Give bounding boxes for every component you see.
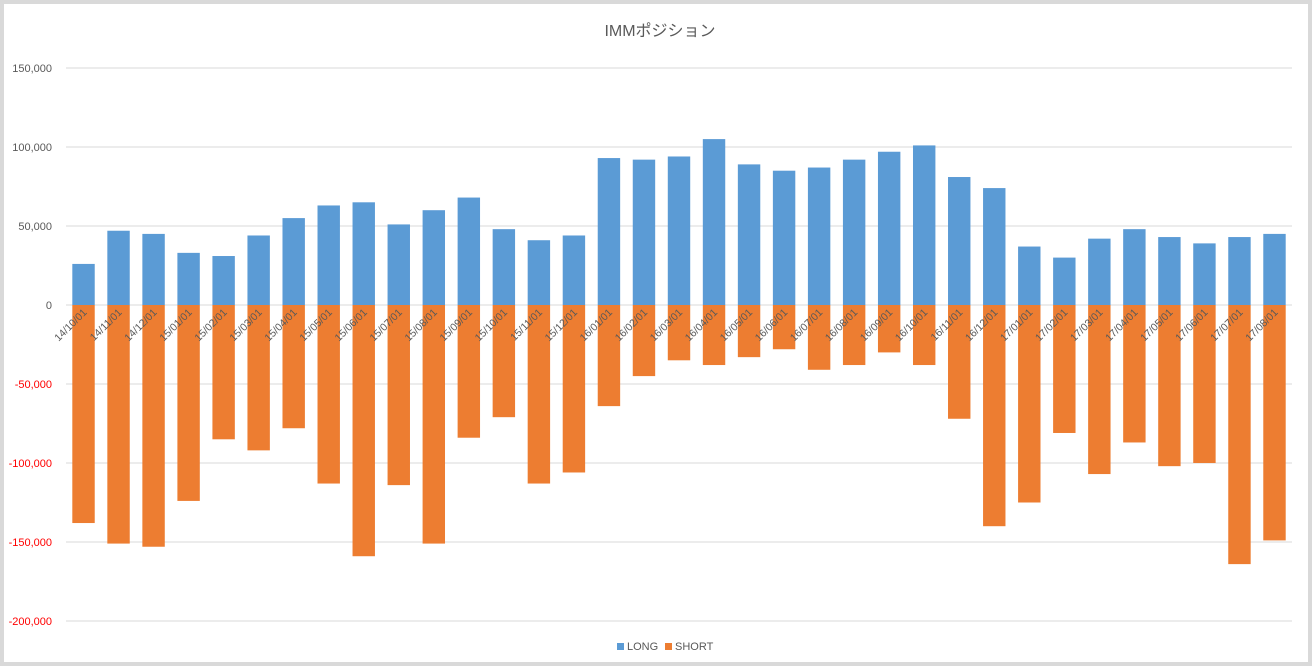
bar-short <box>877 305 901 353</box>
bar-short <box>177 305 200 501</box>
legend-swatch-short <box>665 643 672 650</box>
bar-short <box>807 305 831 370</box>
bar-short <box>1263 305 1286 541</box>
y-tick-label: -150,000 <box>9 537 52 549</box>
bar-long <box>1018 246 1041 305</box>
bar-long <box>212 256 235 305</box>
bar-short <box>317 305 340 484</box>
bar-short <box>983 305 1006 527</box>
bar-short <box>597 305 621 407</box>
bar-short <box>948 305 971 419</box>
y-tick-label: -100,000 <box>9 458 52 470</box>
bar-short <box>247 305 270 451</box>
bar-long <box>142 233 165 305</box>
bar-long <box>282 218 305 305</box>
bar-short <box>422 305 446 544</box>
bar-short <box>107 305 130 544</box>
bar-long <box>912 145 936 305</box>
bar-short <box>1018 305 1041 503</box>
bar-short <box>1123 305 1146 443</box>
bar-short <box>352 305 375 557</box>
bar-short <box>142 305 165 547</box>
bar-long <box>492 229 516 305</box>
bar-long <box>842 159 866 305</box>
bar-long <box>772 170 796 305</box>
bar-long <box>948 177 971 305</box>
bar-short <box>667 305 691 361</box>
bar-short <box>72 305 95 524</box>
bar-long <box>562 235 586 305</box>
chart-title: IMMポジション <box>604 22 715 40</box>
bar-short <box>457 305 481 438</box>
bar-short <box>842 305 866 366</box>
bar-chart: IMMポジション 150,000 100,000 50,000 0 -50,000 -10… <box>9 22 1292 653</box>
bar-long <box>597 158 621 305</box>
bar-short <box>1193 305 1216 463</box>
y-tick-label: 150,000 <box>12 63 52 75</box>
bar-long <box>72 263 95 305</box>
bar-long <box>177 252 200 305</box>
y-tick-label: 50,000 <box>18 221 52 233</box>
legend-label-long: LONG <box>627 641 658 653</box>
bar-short <box>387 305 410 486</box>
bar-long <box>352 202 375 305</box>
bar-short <box>212 305 235 440</box>
bar-short <box>527 305 551 484</box>
bar-long <box>1158 237 1181 305</box>
bar-long <box>422 210 446 305</box>
bar-long <box>632 159 656 305</box>
bar-short <box>737 305 761 358</box>
bar-short <box>1088 305 1111 475</box>
bar-long <box>457 197 481 305</box>
bar-long <box>877 151 901 305</box>
bar-long <box>1088 238 1111 305</box>
bar-long <box>387 224 410 305</box>
bar-long <box>1053 257 1076 305</box>
bar-long <box>107 230 130 305</box>
bar-long <box>667 156 691 305</box>
legend-swatch-long <box>617 643 624 650</box>
bar-short <box>702 305 726 366</box>
bar-long <box>1193 243 1216 305</box>
bar-short <box>1158 305 1181 467</box>
bar-short <box>772 305 796 350</box>
y-tick-label: 0 <box>46 300 52 312</box>
bars <box>72 139 1286 565</box>
bar-short <box>912 305 936 366</box>
bar-long <box>807 167 831 305</box>
legend-label-short: SHORT <box>675 641 714 653</box>
bar-long <box>1123 229 1146 305</box>
bar-short <box>632 305 656 377</box>
bar-short <box>282 305 305 429</box>
bar-short <box>492 305 516 418</box>
bar-short <box>1053 305 1076 433</box>
bar-long <box>317 205 340 305</box>
y-axis-ticks: 150,000 100,000 50,000 0 -50,000 -100,000 -150… <box>9 63 52 628</box>
bar-long <box>737 164 761 305</box>
bar-long <box>247 235 270 305</box>
y-tick-label: 100,000 <box>12 142 52 154</box>
y-tick-label: -200,000 <box>9 616 52 628</box>
bar-long <box>527 240 551 305</box>
bar-short <box>1228 305 1251 565</box>
y-tick-label: -50,000 <box>15 379 52 391</box>
legend: LONG SHORT <box>617 641 714 653</box>
bar-long <box>702 139 726 305</box>
bar-long <box>1263 233 1286 305</box>
bar-short <box>562 305 586 473</box>
bar-long <box>1228 237 1251 305</box>
bar-long <box>983 188 1006 305</box>
